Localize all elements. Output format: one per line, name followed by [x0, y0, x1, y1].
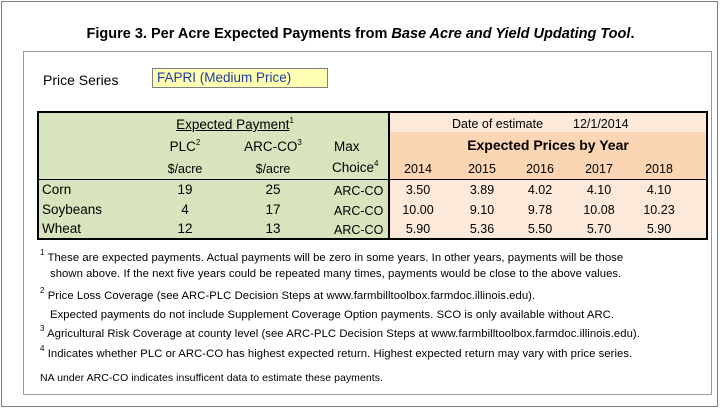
content-panel [23, 51, 712, 395]
choice-header: Choice4 [332, 159, 379, 176]
plc-value: 4 [181, 202, 189, 217]
price-series-select[interactable]: FAPRI (Medium Price) [152, 68, 328, 88]
price-cell: 10.00 [402, 203, 434, 217]
footnote-1: 1 These are expected payments. Actual pa… [40, 248, 624, 265]
footnote-4: 4 Indicates whether PLC or ARC-CO has hi… [40, 344, 633, 361]
choice-value: ARC-CO [334, 223, 384, 237]
expected-payment-header: Expected Payment1 [176, 116, 294, 133]
payment-section-bg [38, 112, 389, 239]
price-cell: 4.02 [527, 183, 553, 197]
arcco-value: 13 [265, 221, 281, 236]
arcco-value: 17 [265, 202, 281, 217]
figure-title: Figure 3. Per Acre Expected Payments fro… [86, 26, 635, 42]
header-divider [38, 179, 707, 180]
plc-header: PLC2 [169, 138, 201, 155]
date-label: Date of estimate [452, 117, 544, 131]
year-header: 2015 [468, 162, 496, 176]
price-cell: 5.90 [405, 222, 431, 236]
footnote-na: NA under ARC-CO indicates insufficent da… [40, 372, 383, 384]
price-cell: 5.36 [469, 222, 495, 236]
max-header: Max [334, 139, 360, 154]
date-value: 12/1/2014 [573, 117, 629, 131]
arcco-header: ARC-CO3 [244, 138, 302, 155]
price-series-label: Price Series [43, 72, 119, 88]
arcco-value: 25 [265, 182, 281, 197]
section-divider [388, 112, 390, 239]
price-cell: 5.50 [527, 222, 553, 236]
choice-value: ARC-CO [334, 184, 384, 198]
price-cell: 9.10 [469, 203, 495, 217]
price-cell: 5.90 [646, 222, 672, 236]
year-header: 2018 [645, 162, 673, 176]
arcco-unit: $/acre [255, 162, 291, 176]
expected-prices-header: Expected Prices by Year [467, 137, 629, 153]
year-header: 2014 [404, 162, 432, 176]
payment-table [37, 111, 708, 240]
footnote-1-cont: shown above. If the next five years coul… [50, 268, 622, 280]
prices-header-bg [389, 132, 707, 180]
year-header: 2016 [526, 162, 554, 176]
footnote-3: 3 Agricultural Risk Coverage at county l… [40, 324, 640, 341]
footnote-2: 2 Price Loss Coverage (see ARC-PLC Decis… [40, 286, 536, 303]
price-cell: 5.70 [586, 222, 612, 236]
price-cell: 4.10 [586, 183, 612, 197]
price-cell: 4.10 [646, 183, 672, 197]
plc-value: 12 [177, 221, 193, 236]
crop-soybeans: Soybeans [42, 202, 103, 217]
price-cell: 3.50 [405, 183, 431, 197]
crop-corn: Corn [42, 182, 72, 197]
price-cell: 3.89 [469, 183, 495, 197]
plc-value: 19 [177, 182, 193, 197]
price-cell: 10.23 [643, 203, 675, 217]
plc-unit: $/acre [167, 162, 203, 176]
footnote-2-cont: Expected payments do not include Supplem… [50, 309, 615, 321]
price-cell: 10.08 [583, 203, 615, 217]
crop-wheat: Wheat [42, 221, 82, 236]
year-header: 2017 [585, 162, 613, 176]
choice-value: ARC-CO [334, 204, 384, 218]
price-cell: 9.78 [527, 203, 553, 217]
